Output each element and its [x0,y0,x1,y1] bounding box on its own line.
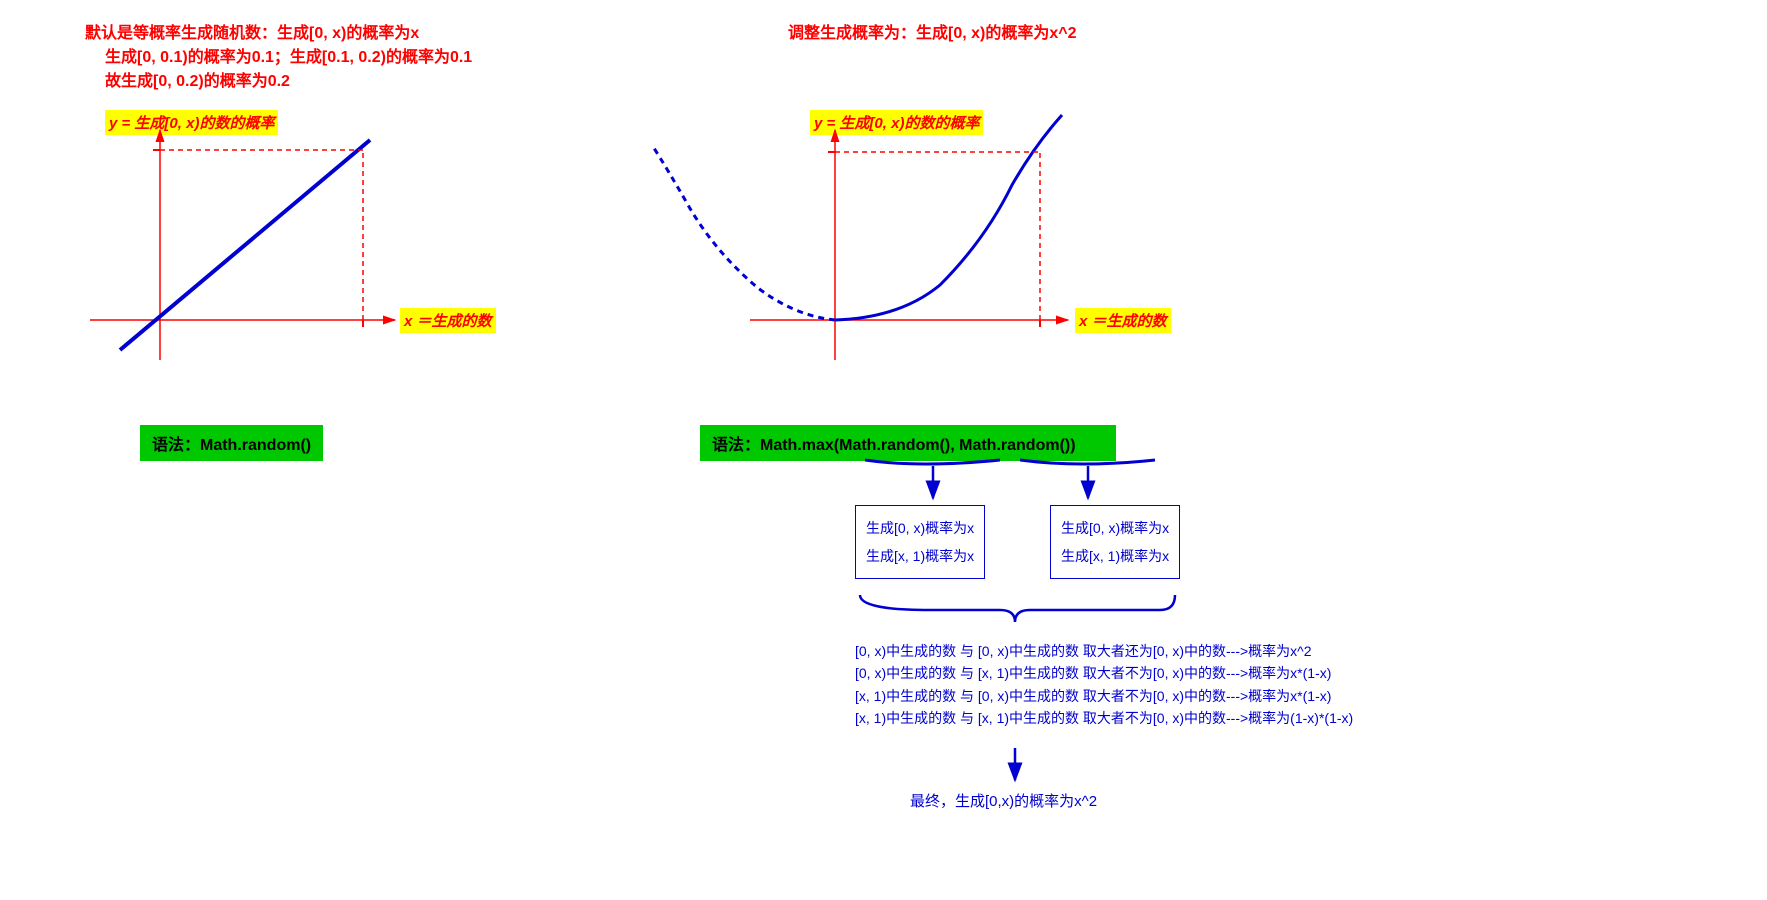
box1-line1: 生成[0, x)概率为x [866,514,974,542]
right-syntax: 语法：Math.max(Math.random(), Math.random()… [700,425,1116,461]
combine-block: [0, x)中生成的数 与 [0, x)中生成的数 取大者还为[0, x)中的数… [855,640,1353,730]
left-syntax: 语法：Math.random() [140,425,323,461]
combine-line1: [0, x)中生成的数 与 [0, x)中生成的数 取大者还为[0, x)中的数… [855,640,1353,662]
right-chart [0,0,1200,400]
right-x-label: x ＝生成的数 [1075,308,1171,333]
flow-box-2: 生成[0, x)概率为x 生成[x, 1)概率为x [1050,505,1180,579]
combine-line4: [x, 1)中生成的数 与 [x, 1)中生成的数 取大者不为[0, x)中的数… [855,707,1353,729]
combine-line3: [x, 1)中生成的数 与 [0, x)中生成的数 取大者不为[0, x)中的数… [855,685,1353,707]
flow-box-1: 生成[0, x)概率为x 生成[x, 1)概率为x [855,505,985,579]
box1-line2: 生成[x, 1)概率为x [866,542,974,570]
right-curve-solid [835,115,1062,320]
final-text: 最终，生成[0,x)的概率为x^2 [910,790,1097,811]
box2-line2: 生成[x, 1)概率为x [1061,542,1169,570]
box2-line1: 生成[0, x)概率为x [1061,514,1169,542]
brace-icon [860,595,1175,622]
right-curve-dash [652,145,835,320]
combine-line2: [0, x)中生成的数 与 [x, 1)中生成的数 取大者不为[0, x)中的数… [855,662,1353,684]
